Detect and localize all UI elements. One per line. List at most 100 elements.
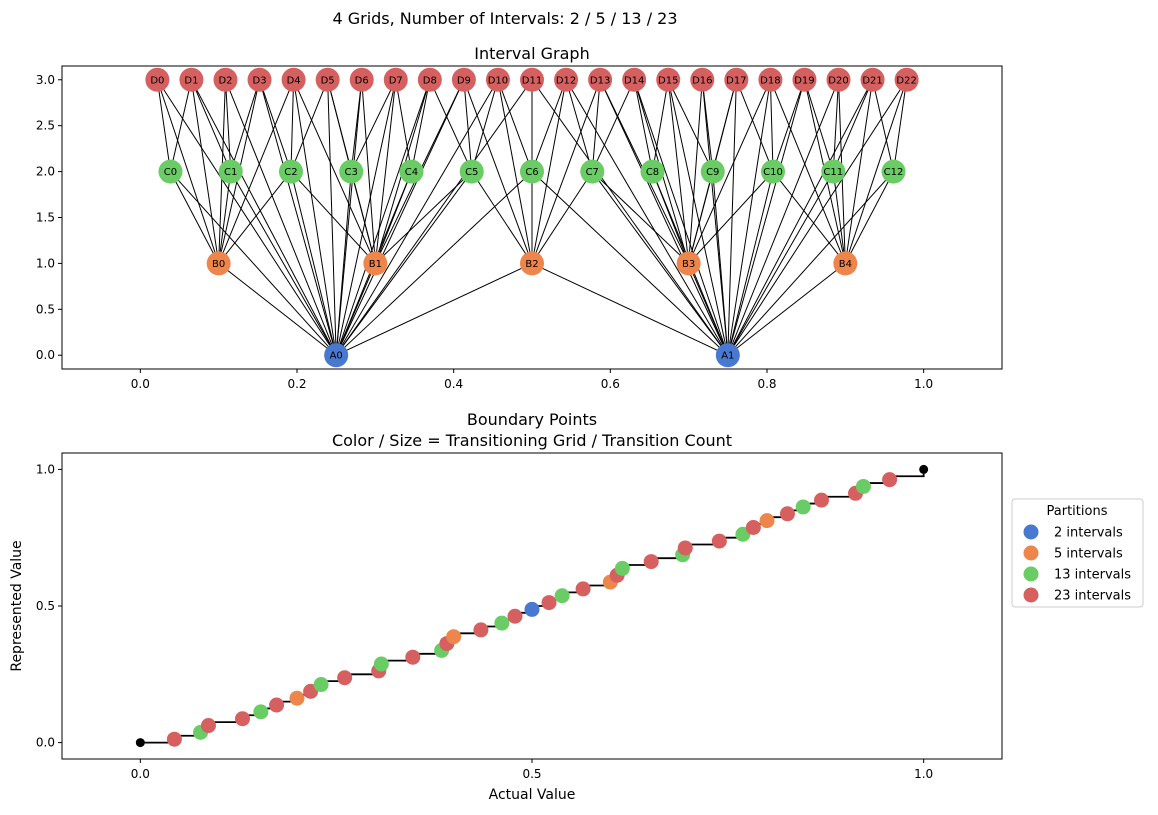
node-label: A1: [721, 351, 734, 362]
edge: [531, 171, 593, 264]
boundary-point-23: [882, 472, 898, 488]
boundary-point-23: [813, 492, 829, 508]
node-B4: [833, 251, 858, 276]
node-D16: [690, 67, 715, 92]
edge: [218, 171, 232, 264]
edge: [727, 79, 771, 356]
node-label: D6: [355, 75, 369, 86]
edge: [688, 79, 771, 264]
edge: [531, 79, 601, 264]
node-D8: [417, 67, 442, 92]
edge: [872, 79, 895, 172]
top-x-tick-label: 0.2: [287, 377, 306, 391]
node-label: D3: [253, 75, 267, 86]
node-label: D12: [556, 75, 576, 86]
boundary-point-13: [494, 615, 510, 631]
boundary-points: [166, 472, 898, 747]
node-label: C0: [164, 167, 177, 178]
boundary-point-23: [677, 540, 693, 556]
node-C5: [459, 159, 484, 184]
bottom-y-tick-label: 1.0: [36, 462, 55, 476]
edge: [335, 79, 363, 356]
interval-graph-plot: 0.0 0.2 0.4 0.6 0.8 1.0 0.0 0.5 1.0 1.5 2.0 2.5 3.0 A…: [36, 67, 933, 391]
node-label: D19: [794, 75, 814, 86]
edge: [335, 79, 431, 356]
edge: [290, 171, 337, 356]
node-D10: [485, 67, 510, 92]
edge: [727, 79, 839, 356]
node-D0: [145, 67, 170, 92]
top-x-tick-label: 0.8: [757, 377, 776, 391]
node-label: C5: [465, 167, 478, 178]
partitions-legend: Partitions 2 intervals 5 intervals 13 inte…: [1011, 498, 1144, 608]
node-D22: [894, 67, 919, 92]
edge: [735, 79, 774, 172]
edge: [565, 79, 593, 172]
node-D18: [758, 67, 783, 92]
edge: [230, 171, 337, 356]
edge: [293, 79, 337, 356]
node-label: D18: [760, 75, 780, 86]
node-label: D5: [321, 75, 335, 86]
top-y-tick-label: 3.0: [36, 73, 55, 87]
edge: [727, 79, 874, 356]
edge: [224, 79, 232, 172]
edge: [350, 79, 397, 172]
edge: [350, 79, 363, 172]
edge: [701, 79, 729, 356]
node-label: D4: [287, 75, 301, 86]
node-D6: [349, 67, 374, 92]
edge: [290, 79, 295, 172]
edge: [471, 79, 499, 172]
bottom-chart-title: Boundary Points: [467, 410, 597, 429]
node-C7: [580, 159, 605, 184]
edge: [832, 79, 874, 172]
node-D2: [213, 67, 238, 92]
edge: [633, 79, 729, 356]
edge: [218, 79, 295, 264]
edge: [727, 79, 737, 356]
node-label: D7: [389, 75, 403, 86]
node-label: C6: [525, 167, 538, 178]
node-label: D10: [488, 75, 508, 86]
edge: [531, 262, 729, 356]
node-label: B2: [525, 259, 538, 270]
edge: [156, 79, 171, 172]
edge: [335, 79, 465, 356]
edge: [844, 171, 894, 264]
boundary-point-23: [541, 595, 557, 611]
node-label: D14: [624, 75, 644, 86]
edges: [156, 79, 908, 356]
legend-box: [1011, 498, 1144, 608]
top-y-tick-label: 1.0: [36, 256, 55, 270]
node-label: D9: [457, 75, 471, 86]
node-C12: [881, 159, 906, 184]
edge: [225, 79, 337, 356]
boundary-point-23: [779, 506, 795, 522]
node-label: C9: [706, 167, 719, 178]
node-D7: [383, 67, 408, 92]
node-label: D22: [896, 75, 916, 86]
edge: [769, 79, 774, 172]
legend-items: 2 intervals 5 intervals 13 intervals 23 int…: [1023, 524, 1131, 604]
node-D21: [860, 67, 885, 92]
node-label: D2: [218, 75, 232, 86]
node-label: C4: [405, 167, 418, 178]
node-label: B4: [839, 259, 852, 270]
boundary-point-13: [795, 499, 811, 515]
edge: [599, 79, 729, 356]
node-label: C7: [586, 167, 599, 178]
node-label: C12: [884, 167, 904, 178]
edge: [190, 79, 337, 356]
legend-label: 2 intervals: [1054, 526, 1123, 541]
legend-label: 5 intervals: [1054, 547, 1123, 562]
edge: [327, 79, 337, 356]
edge: [374, 171, 412, 264]
node-C1: [218, 159, 243, 184]
edge: [667, 79, 714, 172]
node-label: D20: [828, 75, 848, 86]
edge: [170, 171, 337, 356]
legend-marker: [1023, 566, 1039, 582]
